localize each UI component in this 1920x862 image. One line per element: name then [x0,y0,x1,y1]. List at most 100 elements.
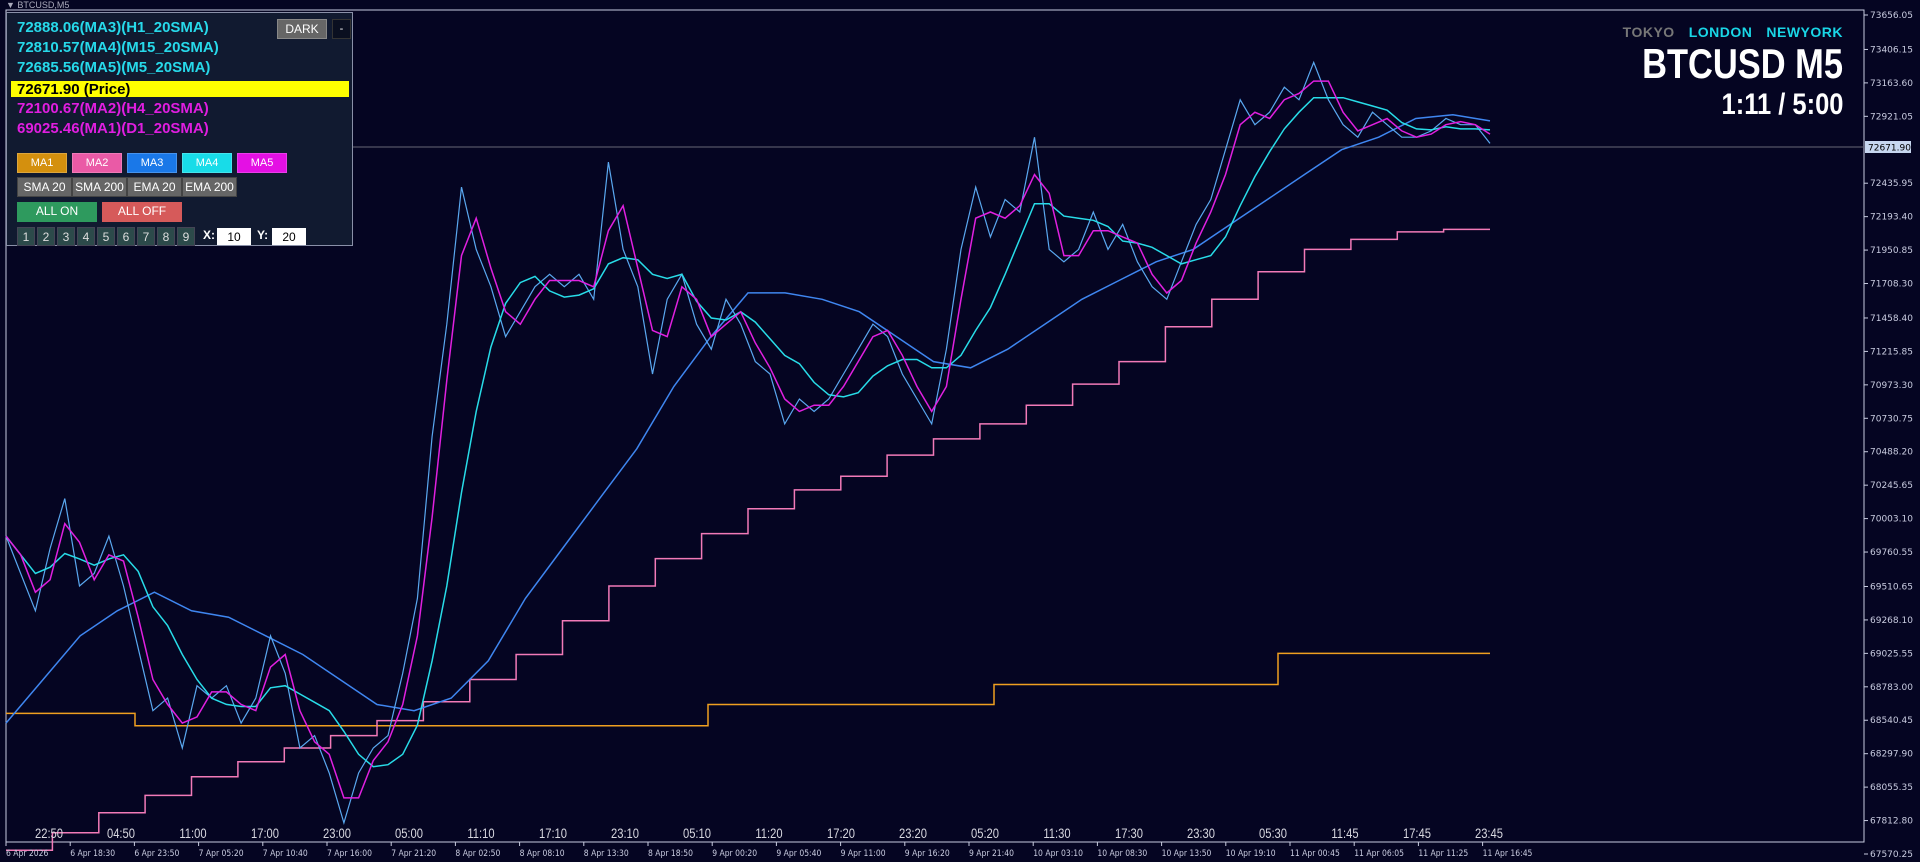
time-label: 17:00 [251,826,279,841]
preset-button-1[interactable]: 1 [17,227,35,246]
price-tick-label: 71708.30 [1870,280,1913,290]
date-label: 8 Apr 13:30 [584,847,629,858]
ma2-toggle[interactable]: MA2 [72,153,122,173]
time-label: 17:45 [1403,826,1431,841]
date-label: 9 Apr 11:00 [841,847,886,858]
price-tick-label: 70973.30 [1870,381,1913,391]
minimize-button[interactable]: - [332,19,351,39]
time-label: 23:45 [1475,826,1503,841]
preset-button-7[interactable]: 7 [137,227,155,246]
ma5-readout: 72685.56(MA5)(M5_20SMA) [17,59,211,76]
price-tick-label: 71215.85 [1870,347,1913,357]
ema20-button[interactable]: EMA 20 [127,177,182,197]
ma2-readout: 72100.67(MA2)(H4_20SMA) [17,100,209,117]
time-label: 23:10 [611,826,639,841]
time-label: 23:00 [323,826,351,841]
date-label: 11 Apr 00:45 [1290,847,1340,858]
session-london: LONDON [1688,24,1753,40]
price-tick-label: 70245.65 [1870,481,1913,491]
preset-button-4[interactable]: 4 [77,227,95,246]
preset-button-6[interactable]: 6 [117,227,135,246]
date-label: 7 Apr 05:20 [199,847,244,858]
date-label: 6 Apr 18:30 [70,847,115,858]
ema200-button[interactable]: EMA 200 [182,177,237,197]
date-label: 11 Apr 16:45 [1483,847,1533,858]
price-tick-label: 72193.40 [1870,213,1913,223]
sma200-button[interactable]: SMA 200 [72,177,127,197]
ma-control-panel: 72888.06(MA3)(H1_20SMA) 72810.57(MA4)(M1… [6,12,353,246]
date-label: 10 Apr 03:10 [1033,847,1083,858]
preset-button-2[interactable]: 2 [37,227,55,246]
price-tick-label: 69760.55 [1870,548,1913,558]
price-tick-label: 70730.75 [1870,414,1913,424]
window-title: ▼ BTCUSD,M5 [6,0,70,10]
time-label: 23:30 [1187,826,1215,841]
price-tick-label: 69025.55 [1870,649,1913,659]
date-label: 7 Apr 21:20 [391,847,436,858]
time-label: 05:00 [395,826,423,841]
sma20-button[interactable]: SMA 20 [17,177,72,197]
ma4-readout: 72810.57(MA4)(M15_20SMA) [17,39,219,56]
y-offset-input[interactable] [272,228,306,245]
price-tick-label: 69510.65 [1870,582,1913,592]
ma1-readout: 69025.46(MA1)(D1_20SMA) [17,120,209,137]
date-label: 8 Apr 02:50 [455,847,500,858]
dark-mode-button[interactable]: DARK [277,19,327,39]
ma3-toggle[interactable]: MA3 [127,153,177,173]
time-label: 11:20 [755,826,782,841]
ma4-toggle[interactable]: MA4 [182,153,232,173]
price-axis[interactable]: 73656.05 73406.15 73163.60 72921.05 72435.95… [1864,11,1913,860]
price-tick-label: 68055.35 [1870,783,1913,793]
date-label: 7 Apr 16:00 [327,847,372,858]
time-label: 11:00 [179,826,206,841]
ma1-toggle[interactable]: MA1 [17,153,67,173]
time-label: 17:20 [827,826,855,841]
price-tick-label: 67570.25 [1870,850,1913,860]
price-tick-label: 67812.80 [1870,817,1913,827]
date-label: 10 Apr 13:50 [1162,847,1212,858]
ma5-line [5,80,1491,799]
preset-button-3[interactable]: 3 [57,227,75,246]
date-label: 8 Apr 18:50 [648,847,693,858]
date-label: 10 Apr 08:30 [1097,847,1147,858]
time-label: 17:10 [539,826,567,841]
price-tick-label: 71950.85 [1870,246,1913,256]
date-label: 8 Apr 08:10 [520,847,565,858]
price-tick-label: 68540.45 [1870,716,1913,726]
preset-button-8[interactable]: 8 [157,227,175,246]
all-off-button[interactable]: ALL OFF [102,202,182,222]
date-label: 6 Apr 2026 [6,847,48,858]
time-label: 05:10 [683,826,711,841]
date-label: 9 Apr 21:40 [969,847,1014,858]
price-tick-label: 69268.10 [1870,616,1913,626]
price-tick-label: 72435.95 [1870,179,1913,189]
preset-button-9[interactable]: 9 [177,227,195,246]
price-tick-label: 73163.60 [1870,79,1913,89]
ma3-line [5,113,1491,724]
time-label: 17:30 [1115,826,1143,841]
price-tick-label: 73406.15 [1870,45,1913,55]
price-tick-label: 72921.05 [1870,112,1913,122]
price-line [5,60,1491,826]
preset-button-5[interactable]: 5 [97,227,115,246]
series-layer [5,60,1491,852]
x-offset-input[interactable] [217,228,251,245]
time-label: 23:20 [899,826,927,841]
ma3-readout: 72888.06(MA3)(H1_20SMA) [17,19,209,36]
time-label: 05:20 [971,826,999,841]
price-tick-label: 70488.20 [1870,448,1913,458]
date-label: 6 Apr 23:50 [134,847,179,858]
time-axis[interactable]: 22:50 04:50 11:00 17:00 23:00 05:00 11:10 17:10… [5,826,1533,858]
time-label: 22:50 [35,826,63,841]
current-price-label: 72671.90 [1868,144,1911,154]
ma5-toggle[interactable]: MA5 [237,153,287,173]
date-label: 10 Apr 19:10 [1226,847,1276,858]
date-label: 9 Apr 16:20 [905,847,950,858]
window-title-text: BTCUSD,M5 [17,0,70,10]
ma2-line [6,228,1490,852]
current-price-tag [1865,141,1911,153]
ma1-line [6,652,1490,727]
candle-timer: 1:11 / 5:00 [1721,88,1843,121]
all-on-button[interactable]: ALL ON [17,202,97,222]
